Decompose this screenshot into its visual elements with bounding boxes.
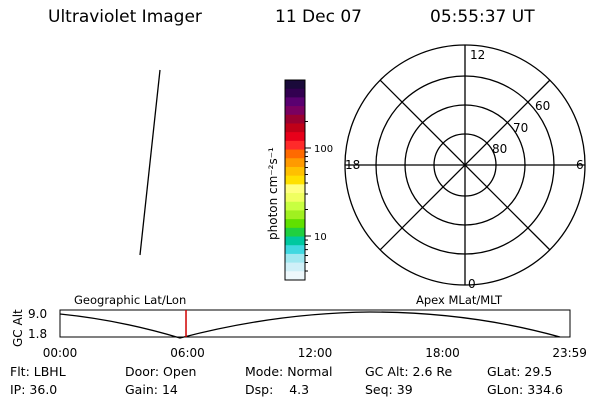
colorbar-swatch xyxy=(285,262,305,272)
colorbar-swatch xyxy=(285,201,305,211)
colorbar-swatch xyxy=(285,132,305,142)
colorbar-swatch xyxy=(285,184,305,194)
instrument-title: Ultraviolet Imager xyxy=(48,7,202,27)
status-door: Door: Open xyxy=(125,364,197,379)
status-seq-value: 39 xyxy=(396,382,413,397)
mlt-label-right: 6 xyxy=(576,158,584,172)
colorbar-swatch xyxy=(285,80,305,90)
timeline-xtick-label: 06:00 xyxy=(170,346,205,360)
mlt-label-bottom: 0 xyxy=(468,277,476,291)
status-glat: GLat: 29.5 xyxy=(487,364,553,379)
colorbar-swatch xyxy=(285,158,305,168)
colorbar-swatch xyxy=(285,271,305,281)
timeline-frame xyxy=(59,309,571,338)
colorbar-swatch xyxy=(285,88,305,98)
status-dsp-value: 4.3 xyxy=(289,382,310,397)
colorbar-unit-label: photon cm⁻²s⁻¹ xyxy=(266,147,280,240)
colorbar-swatch xyxy=(285,175,305,185)
status-gain: Gain: 14 xyxy=(125,382,178,397)
colorbar-swatch xyxy=(285,253,305,264)
timeline-xtick-label: 00:00 xyxy=(43,346,78,360)
colorbar-swatch xyxy=(285,114,305,124)
status-flt: Flt: LBHL xyxy=(10,364,66,379)
timeline-ytick-top: 9.0 xyxy=(28,307,47,321)
mlt-label-left: 18 xyxy=(345,158,360,172)
timeline-right-title: Apex MLat/MLT xyxy=(416,293,503,307)
status-seq: Seq: 39 xyxy=(365,382,413,397)
mlt-label-top: 12 xyxy=(470,48,485,62)
status-mode-value: Normal xyxy=(287,364,333,379)
colorbar-swatch xyxy=(285,245,305,255)
colorbar-swatch xyxy=(285,193,305,203)
time-label: 05:55:37 UT xyxy=(430,7,535,27)
colorbar-swatch xyxy=(285,106,305,116)
status-gain-value: 14 xyxy=(161,382,178,397)
colorbar-swatch xyxy=(285,236,305,246)
colorbar-swatch xyxy=(285,166,305,177)
status-dsp: Dsp: 4.3 xyxy=(245,382,310,397)
polar-grid xyxy=(344,44,586,286)
colorbar-swatch xyxy=(285,149,305,159)
timeline-ytick-bottom: 1.8 xyxy=(28,327,47,341)
timeline-xticks: 00:00 06:00 12:00 18:00 23:59 xyxy=(43,346,587,360)
colorbar-ticks: 100 10 xyxy=(305,121,333,272)
colorbar xyxy=(284,79,306,281)
status-flt-value: LBHL xyxy=(33,364,66,379)
status-ip-value: 36.0 xyxy=(29,382,58,397)
altitude-curve xyxy=(59,311,561,339)
timeline-axis-label: GC Alt xyxy=(11,309,25,347)
status-mode: Mode: Normal xyxy=(245,364,333,379)
colorbar-tick-label: 100 xyxy=(314,144,333,155)
status-gc-alt: GC Alt: 2.6 Re xyxy=(365,364,453,379)
status-ip: IP: 36.0 xyxy=(10,382,58,397)
status-glon-value: 334.6 xyxy=(527,382,563,397)
colorbar-tick-label: 10 xyxy=(314,232,327,243)
colorbar-swatch xyxy=(285,123,305,133)
colorbar-swatch xyxy=(285,227,305,238)
lat-label-60: 60 xyxy=(535,99,550,113)
date-label: 11 Dec 07 xyxy=(275,7,362,27)
timeline-xtick-label: 23:59 xyxy=(552,346,587,360)
status-glon: GLon: 334.6 xyxy=(487,382,563,397)
colorbar-swatch xyxy=(285,97,305,107)
colorbar-swatch xyxy=(285,140,305,151)
timeline-left-title: Geographic Lat/Lon xyxy=(74,293,186,307)
status-glat-value: 29.5 xyxy=(524,364,553,379)
colorbar-swatch xyxy=(285,219,305,229)
status-gc-alt-value: 2.6 Re xyxy=(412,364,453,379)
lat-label-70: 70 xyxy=(513,121,528,135)
limb-arc xyxy=(139,69,161,256)
colorbar-swatch xyxy=(285,210,305,220)
status-door-value: Open xyxy=(163,364,197,379)
timeline-xtick-label: 18:00 xyxy=(425,346,460,360)
timeline-xtick-label: 12:00 xyxy=(298,346,333,360)
lat-label-80: 80 xyxy=(492,142,507,156)
